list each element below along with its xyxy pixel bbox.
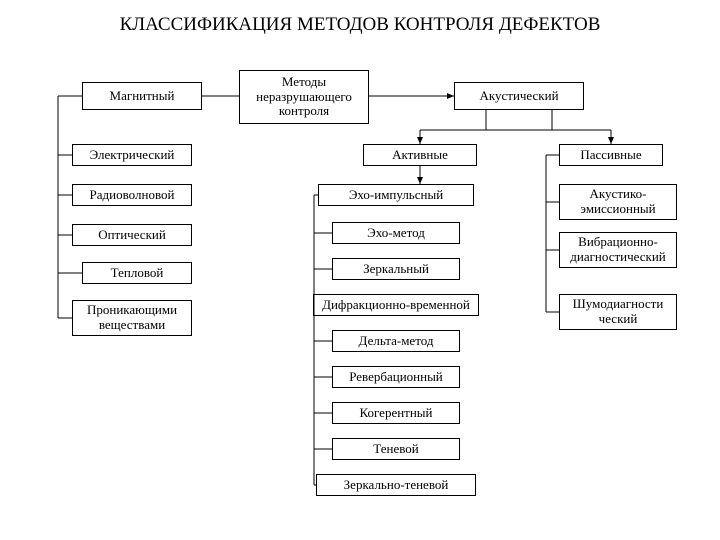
node-vibr: Вибрационно-диагностический: [559, 232, 677, 268]
node-mirshadow: Зеркально-теневой: [316, 474, 476, 496]
node-delta: Дельта-метод: [332, 330, 460, 352]
node-acoustic: Акустический: [454, 82, 584, 110]
node-echo-imp: Эхо-импульсный: [318, 184, 474, 206]
node-shadow: Теневой: [332, 438, 460, 460]
node-thermal: Тепловой: [82, 262, 192, 284]
node-magnetic: Магнитный: [82, 82, 202, 110]
node-reverb: Ревербационный: [332, 366, 460, 388]
node-electric: Электрический: [72, 144, 192, 166]
node-radio: Радиоволновой: [72, 184, 192, 206]
node-passive: Пассивные: [559, 144, 663, 166]
node-root: Методы неразрушающего контроля: [239, 70, 369, 124]
node-optical: Оптический: [72, 224, 192, 246]
node-mirror: Зеркальный: [332, 258, 460, 280]
node-coher: Когерентный: [332, 402, 460, 424]
node-penetr: Проникающими веществами: [72, 300, 192, 336]
node-ae: Акустико-эмиссионный: [559, 184, 677, 220]
page-title: КЛАССИФИКАЦИЯ МЕТОДОВ КОНТРОЛЯ ДЕФЕКТОВ: [0, 14, 720, 36]
node-noise: Шумодиагности ческий: [559, 294, 677, 330]
node-diffr: Дифракционно-временной: [313, 294, 479, 316]
node-echo: Эхо-метод: [332, 222, 460, 244]
node-active: Активные: [363, 144, 477, 166]
